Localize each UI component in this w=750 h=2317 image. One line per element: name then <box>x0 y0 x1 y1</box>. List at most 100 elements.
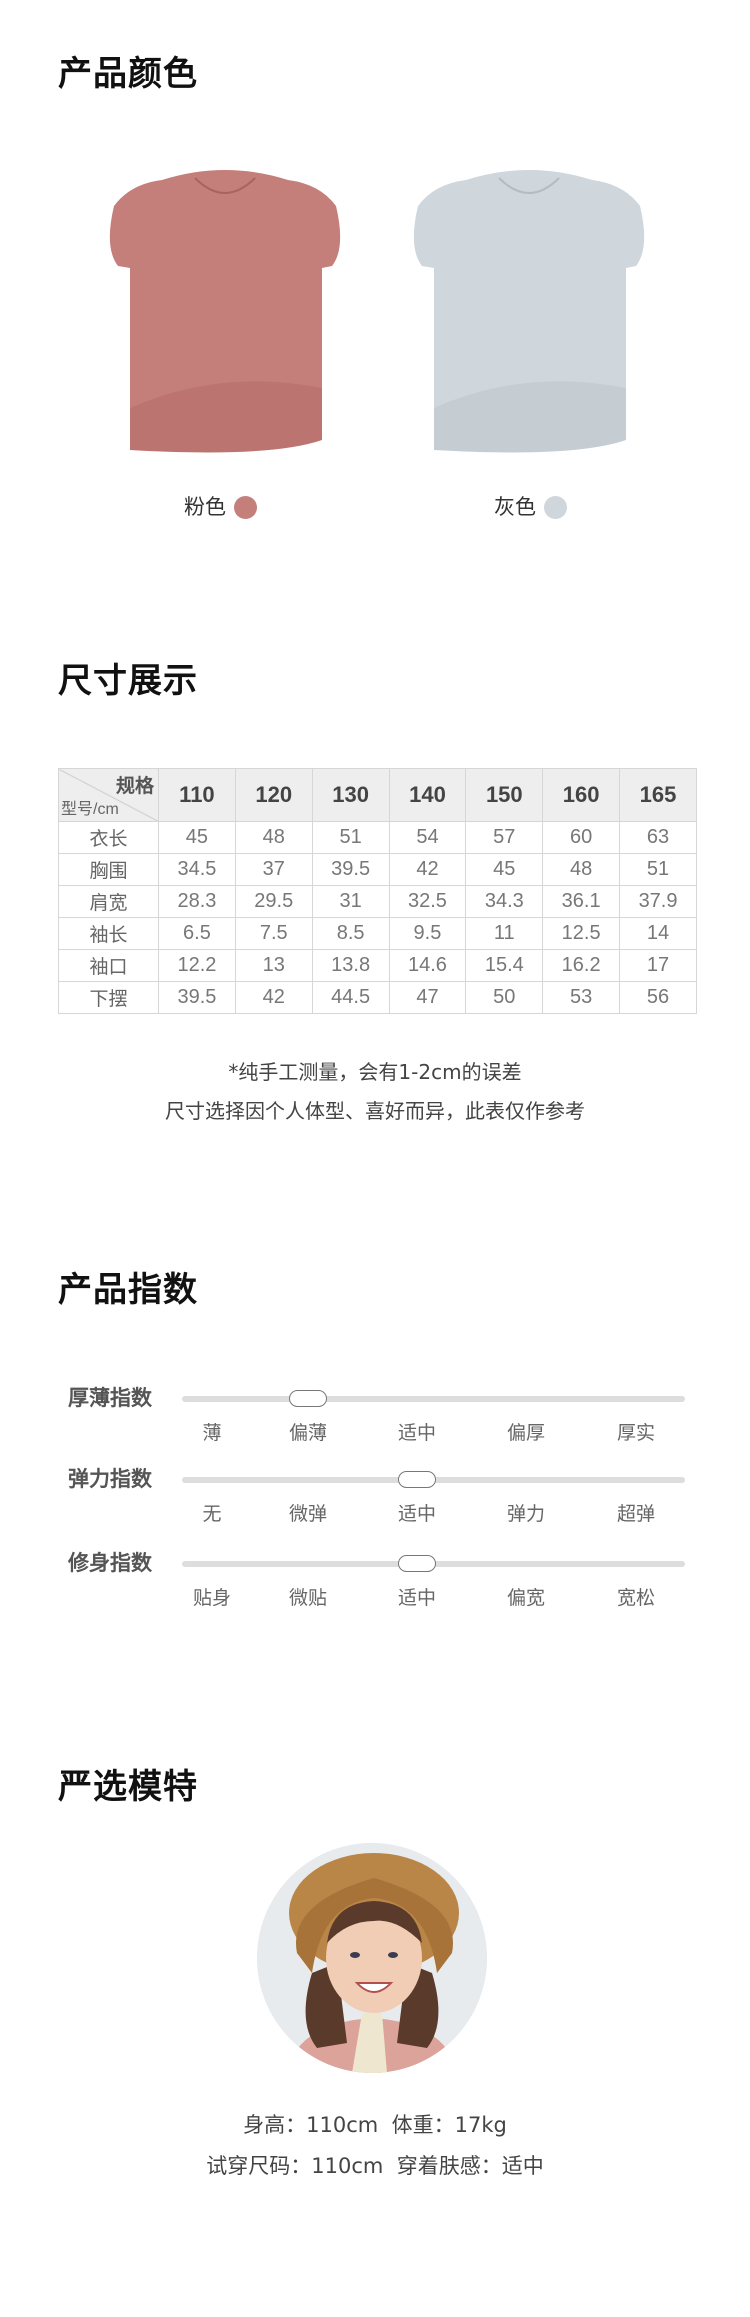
size-header: 150 <box>465 768 544 822</box>
index-option-label: 厚实 <box>616 1422 656 1444</box>
index-label: 弹力指数 <box>68 1467 152 1491</box>
table-cell: 37.9 <box>619 885 697 918</box>
index-option-label: 宽松 <box>616 1587 656 1609</box>
table-cell: 28.3 <box>158 885 236 918</box>
index-title: 产品指数 <box>58 1270 198 1310</box>
index-option-label: 微贴 <box>288 1587 328 1609</box>
table-row: 肩宽 28.3 29.5 31 32.5 34.3 36.1 37.9 <box>58 885 697 918</box>
index-slider-track <box>182 1471 685 1488</box>
model-stats-line2: 试穿尺码：110cm 穿着肤感：适中 <box>206 2154 544 2178</box>
table-row: 下摆 39.5 42 44.5 47 50 53 56 <box>58 981 697 1014</box>
table-cell: 44.5 <box>311 981 390 1014</box>
index-option-label: 偏厚 <box>506 1422 546 1444</box>
table-row: 袖口 12.2 13 13.8 14.6 15.4 16.2 17 <box>58 949 697 982</box>
table-row: 衣长 45 48 51 54 57 60 63 <box>58 821 697 854</box>
table-cell: 42 <box>234 981 313 1014</box>
table-cell: 48 <box>542 853 621 886</box>
index-slider-thumb <box>289 1390 327 1407</box>
table-header-row: 规格 型号/cm 110 120 130 140 150 160 165 <box>58 768 697 822</box>
table-row: 胸围 34.5 37 39.5 42 45 48 51 <box>58 853 697 886</box>
index-slider-track <box>182 1555 685 1572</box>
index-slider-thumb <box>398 1555 436 1572</box>
index-option-label: 适中 <box>397 1503 437 1525</box>
index-option-label: 偏宽 <box>506 1587 546 1609</box>
color-label: 灰色 <box>494 495 536 519</box>
pink-swatch-icon <box>234 495 257 519</box>
table-cell: 56 <box>619 981 697 1014</box>
row-label: 衣长 <box>58 821 159 854</box>
pink-shirt-image <box>109 170 341 453</box>
index-option-label: 适中 <box>397 1422 437 1444</box>
model-stats-line1: 身高：110cm 体重：17kg <box>243 2113 507 2137</box>
table-cell: 37 <box>234 853 313 886</box>
table-cell: 14.6 <box>388 949 467 982</box>
index-option-label: 适中 <box>397 1587 437 1609</box>
size-title: 尺寸展示 <box>58 661 198 701</box>
table-cell: 34.3 <box>465 885 544 918</box>
table-cell: 9.5 <box>388 917 467 950</box>
index-option-label: 弹力 <box>506 1503 546 1525</box>
table-cell: 8.5 <box>311 917 390 950</box>
table-cell: 51 <box>619 853 697 886</box>
table-cell: 6.5 <box>158 917 236 950</box>
index-option-label: 超弹 <box>616 1503 656 1525</box>
index-label: 厚薄指数 <box>68 1386 152 1410</box>
table-cell: 54 <box>388 821 467 854</box>
table-cell: 45 <box>158 821 236 854</box>
row-label: 肩宽 <box>58 885 159 918</box>
size-table: 规格 型号/cm 110 120 130 140 150 160 165 衣长 4… <box>58 768 697 1014</box>
size-note-2: 尺寸选择因个人体型、喜好而异，此表仅作参考 <box>165 1099 585 1123</box>
table-cell: 13.8 <box>311 949 390 982</box>
table-cell: 34.5 <box>158 853 236 886</box>
row-label: 下摆 <box>58 981 159 1014</box>
size-header: 110 <box>158 768 236 822</box>
table-cell: 14 <box>619 917 697 950</box>
index-label: 修身指数 <box>68 1551 152 1575</box>
table-cell: 32.5 <box>388 885 467 918</box>
table-row: 袖长 6.5 7.5 8.5 9.5 11 12.5 14 <box>58 917 697 950</box>
table-cell: 12.2 <box>158 949 236 982</box>
table-cell: 57 <box>465 821 544 854</box>
table-cell: 12.5 <box>542 917 621 950</box>
table-cell: 31 <box>311 885 390 918</box>
index-option-label: 贴身 <box>192 1587 232 1609</box>
size-header: 120 <box>234 768 313 822</box>
model-avatar <box>257 1843 487 2073</box>
table-cell: 16.2 <box>542 949 621 982</box>
table-cell: 45 <box>465 853 544 886</box>
table-cell: 39.5 <box>311 853 390 886</box>
table-cell: 63 <box>619 821 697 854</box>
corner-header: 规格 型号/cm <box>58 768 159 822</box>
model-title: 严选模特 <box>58 1767 198 1807</box>
size-header: 130 <box>311 768 390 822</box>
index-option-label: 微弹 <box>288 1503 328 1525</box>
table-cell: 50 <box>465 981 544 1014</box>
table-cell: 42 <box>388 853 467 886</box>
size-header: 165 <box>619 768 697 822</box>
size-note-1: *纯手工测量，会有1-2cm的误差 <box>228 1060 522 1084</box>
table-cell: 29.5 <box>234 885 313 918</box>
corner-top-label: 规格 <box>115 776 154 797</box>
color-option-grey[interactable]: 灰色 <box>494 494 567 520</box>
index-option-label: 偏薄 <box>288 1422 328 1444</box>
table-cell: 7.5 <box>234 917 313 950</box>
index-option-label: 无 <box>202 1503 222 1525</box>
corner-bottom-label: 型号/cm <box>61 801 119 818</box>
table-cell: 48 <box>234 821 313 854</box>
table-cell: 17 <box>619 949 697 982</box>
table-cell: 47 <box>388 981 467 1014</box>
row-label: 袖口 <box>58 949 159 982</box>
table-cell: 11 <box>465 917 544 950</box>
table-cell: 15.4 <box>465 949 544 982</box>
grey-swatch-icon <box>544 495 567 519</box>
size-header: 140 <box>388 768 467 822</box>
color-label: 粉色 <box>184 495 226 519</box>
index-slider-thumb <box>398 1471 436 1488</box>
size-header: 160 <box>542 768 621 822</box>
table-cell: 36.1 <box>542 885 621 918</box>
table-cell: 60 <box>542 821 621 854</box>
row-label: 胸围 <box>58 853 159 886</box>
table-cell: 39.5 <box>158 981 236 1014</box>
table-cell: 53 <box>542 981 621 1014</box>
color-option-pink[interactable]: 粉色 <box>184 494 257 520</box>
